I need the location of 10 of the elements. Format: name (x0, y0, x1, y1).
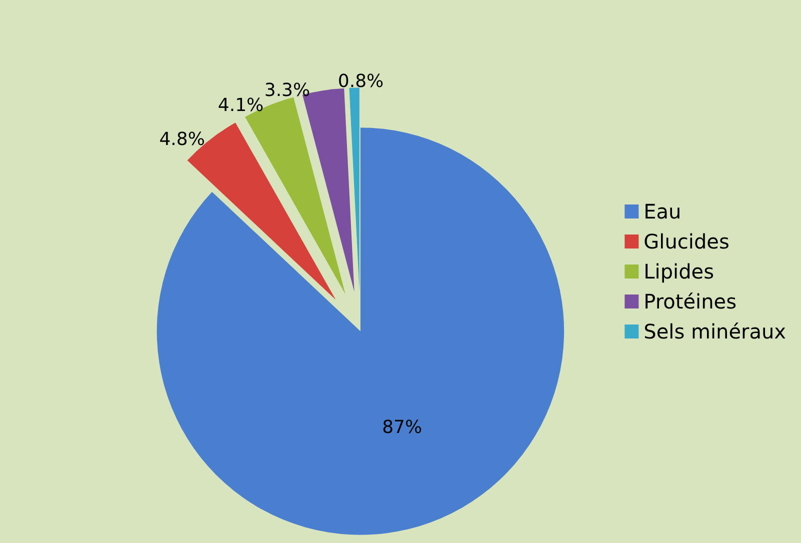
data-label: 0.8% (338, 71, 384, 92)
data-label: 4.1% (218, 95, 264, 116)
data-label: 4.8% (159, 129, 205, 150)
legend-label: Protéines (644, 290, 736, 314)
data-label: 87% (382, 416, 422, 438)
legend-label: Sels minéraux (644, 320, 786, 344)
legend-label: Eau (644, 200, 682, 224)
legend-label: Glucides (644, 230, 730, 254)
data-label: 3.3% (264, 80, 310, 101)
legend-label: Lipides (644, 260, 714, 284)
